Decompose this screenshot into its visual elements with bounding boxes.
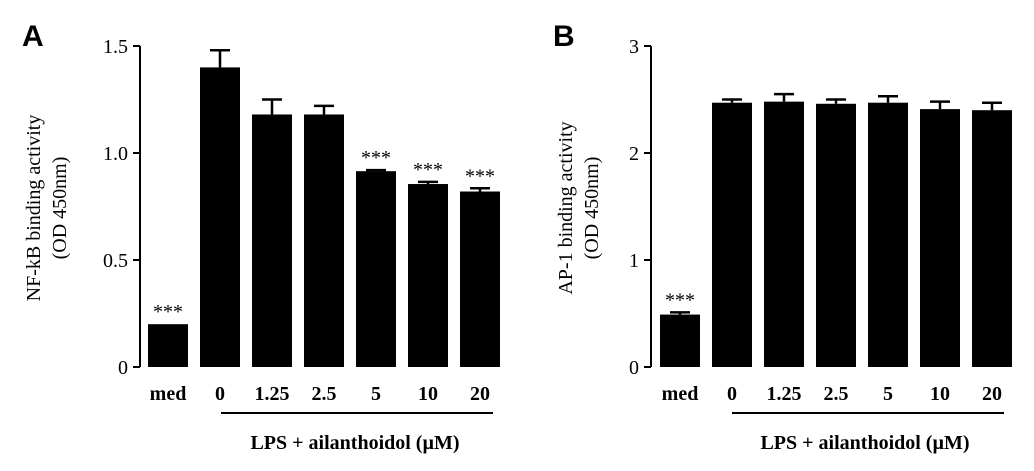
panel-a-y-tick-label: 1.0 (103, 143, 128, 165)
panel-b-bar (712, 102, 752, 368)
panel-b-category-label: 0 (727, 383, 737, 405)
panel-b-y-tick-label: 1 (629, 250, 639, 272)
panel-b-ylabel-line1: AP-1 binding activity (555, 121, 577, 294)
panel-b-bar (868, 102, 908, 368)
panel-a-ylabel-line1: NF-kB binding activity (23, 115, 45, 302)
panel-b-category-label: 20 (982, 383, 1002, 405)
panel-b-bar (764, 101, 804, 367)
panel-a-category-label: 0 (215, 383, 225, 405)
panel-b-category-label: 2.5 (824, 383, 849, 405)
panel-a-y-tick-label: 0 (118, 357, 128, 379)
panel-b-y-tick-label: 3 (629, 36, 639, 58)
panel-a-category-label: 2.5 (312, 383, 337, 405)
panel-b-category-label: 10 (930, 383, 950, 405)
panel-b-bar (660, 314, 700, 367)
panel-a-bar (408, 184, 448, 367)
panel-a-significance-label: *** (153, 301, 183, 323)
panel-a-category-label: 1.25 (255, 383, 290, 405)
panel-b-y-tick-label: 2 (629, 143, 639, 165)
panel-b-category-label: med (662, 383, 699, 405)
panel-a-bar (356, 171, 396, 367)
panel-a-significance-label: *** (413, 159, 443, 181)
panel-b-category-label: 1.25 (767, 383, 802, 405)
panel-b-chart: B AP-1 binding activity (OD 450nm) LPS +… (553, 20, 1012, 454)
panel-a-ylabel-line2: (OD 450nm) (49, 157, 71, 260)
panel-a-y-tick-label: 1.5 (103, 36, 128, 58)
panel-a-category-label: 10 (418, 383, 438, 405)
panel-a-group-label: LPS + ailanthoidol (µM) (250, 432, 459, 454)
panel-b-bar (816, 103, 856, 367)
panel-a-category-label: med (150, 383, 187, 405)
panel-a-bar (304, 114, 344, 367)
panel-a-bar (148, 324, 188, 367)
panel-b-ylabel-line2: (OD 450nm) (581, 157, 603, 260)
panel-b-y-tick-label: 0 (629, 357, 639, 379)
panel-a-bar (460, 191, 500, 367)
panel-a-letter: A (22, 20, 44, 53)
panel-a-chart: A NF-kB binding activity (OD 450nm) LPS … (22, 20, 500, 454)
panel-a-category-label: 20 (470, 383, 490, 405)
panel-b-letter: B (553, 20, 575, 53)
panel-b-group-label: LPS + ailanthoidol (µM) (760, 432, 969, 454)
panel-b-significance-label: *** (665, 289, 695, 311)
panel-b-bar (972, 110, 1012, 367)
panel-a-bar (252, 114, 292, 367)
panel-a-bar (200, 67, 240, 368)
panel-a-significance-label: *** (465, 165, 495, 187)
panel-a-significance-label: *** (361, 147, 391, 169)
panel-b-bar (920, 109, 960, 367)
panel-a-category-label: 5 (371, 383, 381, 405)
panel-b-category-label: 5 (883, 383, 893, 405)
panel-a-y-tick-label: 0.5 (103, 250, 128, 272)
